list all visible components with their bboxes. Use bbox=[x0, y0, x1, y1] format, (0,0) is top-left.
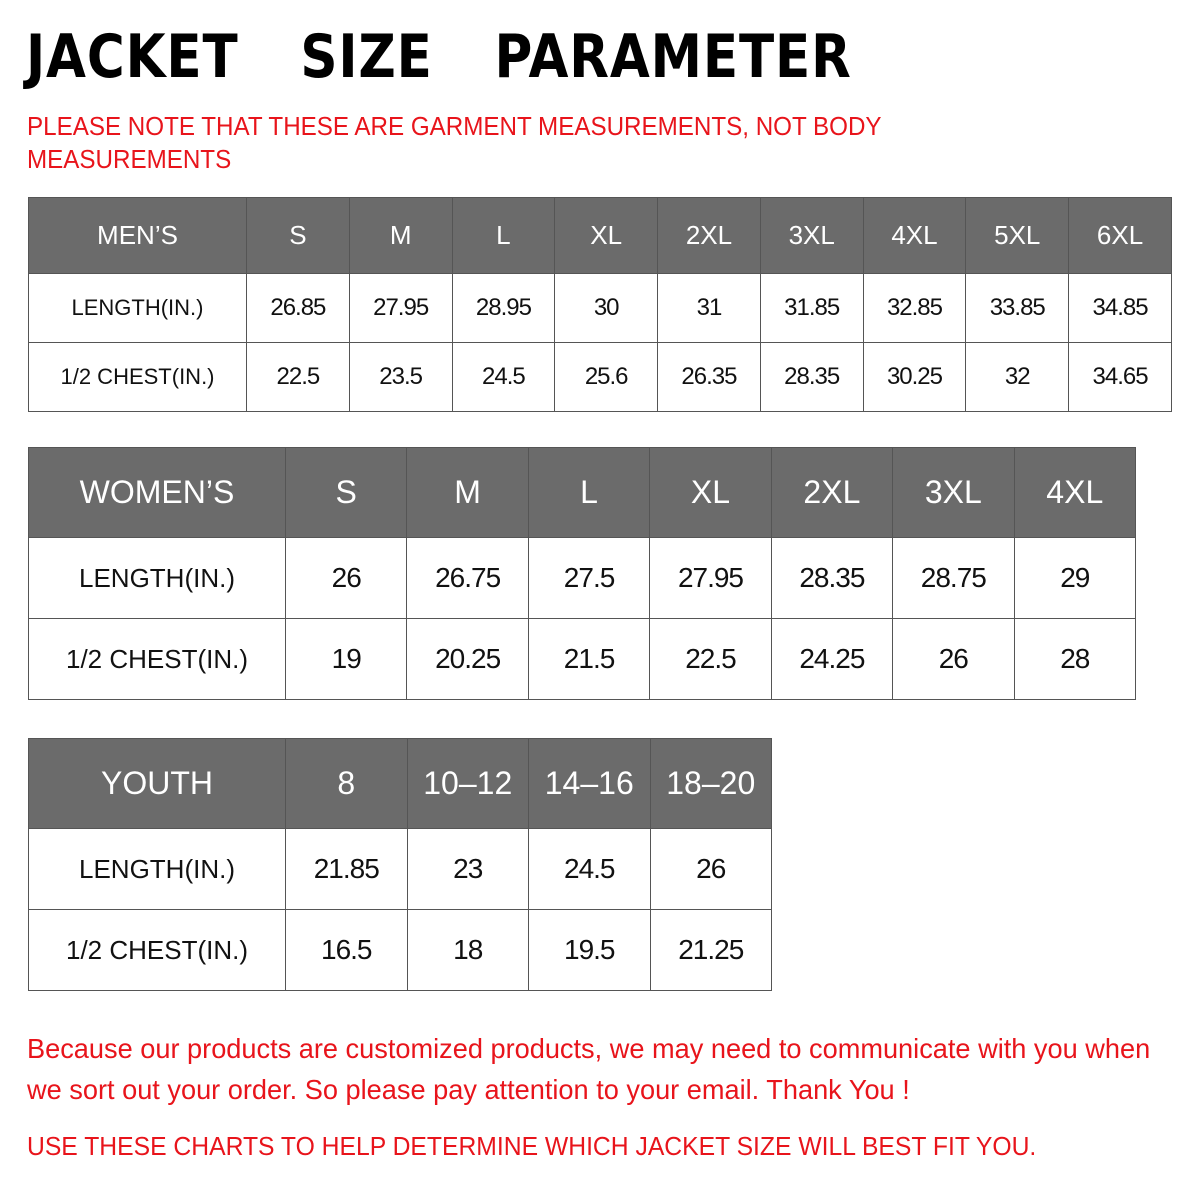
row-label: LENGTH(IN.) bbox=[28, 273, 247, 343]
size-header: L bbox=[451, 197, 556, 274]
size-header: 8 bbox=[285, 738, 408, 829]
measurement-cell: 19 bbox=[284, 618, 408, 700]
measurement-cell: 31 bbox=[657, 273, 761, 343]
measurement-cell: 28.35 bbox=[759, 342, 864, 412]
size-header: L bbox=[527, 447, 651, 538]
measurement-cell: 24.5 bbox=[451, 342, 556, 412]
size-header: 4XL bbox=[1013, 447, 1137, 538]
measurement-cell: 22.5 bbox=[246, 342, 350, 412]
size-header: 3XL bbox=[759, 197, 864, 274]
size-header: 5XL bbox=[965, 197, 1070, 274]
measurement-cell: 28.95 bbox=[451, 273, 556, 343]
row-label: 1/2 CHEST(IN.) bbox=[28, 909, 286, 991]
table-header-row: MEN’S S M L XL 2XL 3XL 4XL 5XL 6XL bbox=[28, 197, 1172, 274]
measurement-cell: 20.25 bbox=[406, 618, 529, 700]
measurement-cell: 26 bbox=[649, 828, 772, 910]
measurement-cell: 26.35 bbox=[657, 342, 761, 412]
measurement-cell: 21.85 bbox=[285, 828, 408, 910]
size-header: 2XL bbox=[770, 447, 894, 538]
customization-message: Because our products are customized prod… bbox=[27, 1033, 1151, 1105]
measurement-note: PLEASE NOTE THAT THESE ARE GARMENT MEASU… bbox=[27, 111, 882, 174]
table-row: LENGTH(IN.) 26 26.75 27.5 27.95 28.35 28.75 29 bbox=[28, 537, 1137, 619]
womens-size-table: WOMEN’S S M L XL 2XL 3XL 4XL LENGTH(IN.) 26 26.75… bbox=[28, 447, 1137, 700]
row-label: LENGTH(IN.) bbox=[28, 537, 286, 619]
measurement-cell: 23 bbox=[406, 828, 529, 910]
measurement-cell: 33.85 bbox=[965, 273, 1070, 343]
measurement-cell: 27.95 bbox=[649, 537, 772, 619]
table-row: LENGTH(IN.) 21.85 23 24.5 26 bbox=[28, 828, 772, 910]
measurement-cell: 18 bbox=[406, 909, 529, 991]
measurement-cell: 26.75 bbox=[406, 537, 529, 619]
measurement-cell: 25.6 bbox=[554, 342, 659, 412]
measurement-cell: 31.85 bbox=[759, 273, 864, 343]
table-row: 1/2 CHEST(IN.) 16.5 18 19.5 21.25 bbox=[28, 909, 772, 991]
table-row: 1/2 CHEST(IN.) 22.5 23.5 24.5 25.6 26.35 28.35… bbox=[28, 342, 1172, 412]
category-header: MEN’S bbox=[28, 197, 247, 274]
size-header: S bbox=[284, 447, 408, 538]
measurement-cell: 23.5 bbox=[348, 342, 453, 412]
size-header: 4XL bbox=[862, 197, 967, 274]
table-row: 1/2 CHEST(IN.) 19 20.25 21.5 22.5 24.25 26 28 bbox=[28, 618, 1137, 700]
measurement-cell: 21.25 bbox=[649, 909, 772, 991]
measurement-cell: 16.5 bbox=[285, 909, 408, 991]
measurement-cell: 24.5 bbox=[528, 828, 651, 910]
measurement-cell: 28.35 bbox=[770, 537, 894, 619]
measurement-cell: 27.5 bbox=[527, 537, 651, 619]
row-label: 1/2 CHEST(IN.) bbox=[28, 342, 247, 412]
table-header-row: YOUTH 8 10–12 14–16 18–20 bbox=[28, 738, 772, 829]
size-header: XL bbox=[649, 447, 772, 538]
size-header: M bbox=[406, 447, 529, 538]
size-header: 3XL bbox=[892, 447, 1015, 538]
size-header: 2XL bbox=[657, 197, 761, 274]
measurement-cell: 21.5 bbox=[527, 618, 651, 700]
size-header: 6XL bbox=[1068, 197, 1172, 274]
measurement-cell: 26.85 bbox=[246, 273, 350, 343]
size-header: S bbox=[246, 197, 350, 274]
measurement-cell: 22.5 bbox=[649, 618, 772, 700]
size-hint: USE THESE CHARTS TO HELP DETERMINE WHICH… bbox=[27, 1131, 1037, 1161]
category-header: WOMEN’S bbox=[28, 447, 286, 538]
measurement-cell: 30 bbox=[554, 273, 659, 343]
page-title: JACKET SIZE PARAMETER bbox=[26, 22, 852, 92]
row-label: LENGTH(IN.) bbox=[28, 828, 286, 910]
youth-size-table: YOUTH 8 10–12 14–16 18–20 LENGTH(IN.) 21.85 23… bbox=[28, 738, 772, 991]
measurement-cell: 28.75 bbox=[892, 537, 1015, 619]
mens-size-table: MEN’S S M L XL 2XL 3XL 4XL 5XL 6XL LENGTH(IN.) 26.… bbox=[28, 197, 1172, 412]
table-header-row: WOMEN’S S M L XL 2XL 3XL 4XL bbox=[28, 447, 1137, 538]
measurement-cell: 19.5 bbox=[528, 909, 651, 991]
measurement-cell: 34.85 bbox=[1068, 273, 1172, 343]
measurement-cell: 32 bbox=[965, 342, 1070, 412]
size-header: XL bbox=[554, 197, 659, 274]
measurement-cell: 26 bbox=[892, 618, 1015, 700]
size-header: 18–20 bbox=[649, 738, 772, 829]
size-header: 10–12 bbox=[406, 738, 529, 829]
measurement-cell: 27.95 bbox=[348, 273, 453, 343]
measurement-cell: 28 bbox=[1013, 618, 1137, 700]
table-row: LENGTH(IN.) 26.85 27.95 28.95 30 31 31.85 32.85… bbox=[28, 273, 1172, 343]
category-header: YOUTH bbox=[28, 738, 286, 829]
measurement-cell: 29 bbox=[1013, 537, 1137, 619]
measurement-cell: 24.25 bbox=[770, 618, 894, 700]
size-header: M bbox=[348, 197, 453, 274]
measurement-cell: 30.25 bbox=[862, 342, 967, 412]
size-header: 14–16 bbox=[528, 738, 651, 829]
measurement-cell: 26 bbox=[284, 537, 408, 619]
row-label: 1/2 CHEST(IN.) bbox=[28, 618, 286, 700]
measurement-cell: 34.65 bbox=[1068, 342, 1172, 412]
measurement-cell: 32.85 bbox=[862, 273, 967, 343]
